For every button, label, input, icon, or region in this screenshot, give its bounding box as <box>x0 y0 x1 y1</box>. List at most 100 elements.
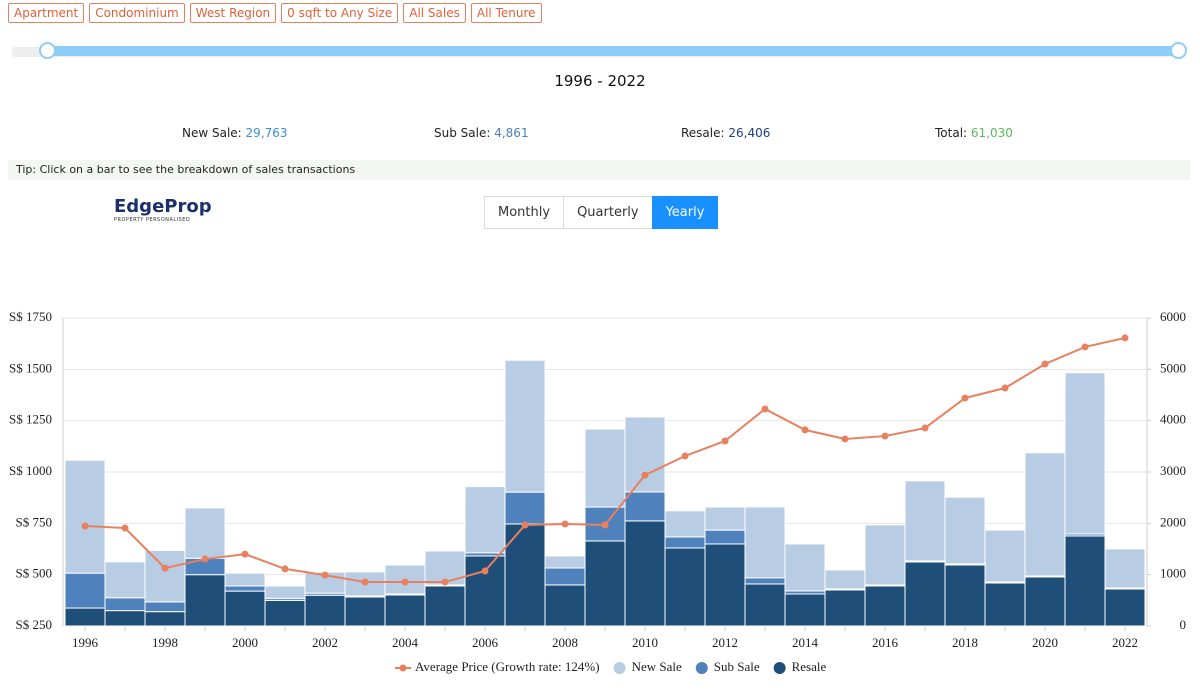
x-tick-label: 2002 <box>312 635 338 650</box>
bar <box>64 572 106 609</box>
bar <box>664 510 706 538</box>
bar <box>744 577 786 585</box>
legend-label: New Sale <box>632 659 682 674</box>
filter-chip[interactable]: Apartment <box>8 3 85 23</box>
filter-chip[interactable]: Condominium <box>89 3 185 23</box>
tab[interactable]: Quarterly <box>563 196 653 229</box>
line-point <box>841 435 849 443</box>
bar <box>864 585 906 627</box>
stat: Total: 61,030 <box>935 126 1013 140</box>
line-point <box>121 524 129 532</box>
bar <box>144 611 186 627</box>
bar <box>624 520 666 627</box>
line-point <box>361 578 369 586</box>
line-point <box>761 405 769 413</box>
line-point <box>521 521 529 529</box>
bar <box>144 550 186 603</box>
line-point <box>601 521 609 529</box>
y-tick-label: S$ 1000 <box>9 463 52 478</box>
bar <box>464 555 506 627</box>
x-tick-label: 2008 <box>552 635 578 650</box>
stat-label: Resale: <box>681 126 725 140</box>
bar <box>384 594 426 627</box>
line-point <box>441 578 449 586</box>
line-point <box>961 394 969 402</box>
bar <box>504 523 546 627</box>
line-point <box>1121 334 1129 342</box>
bar <box>944 564 986 627</box>
filter-chip[interactable]: All Tenure <box>470 3 542 23</box>
filter-chip[interactable]: All Sales <box>403 3 466 23</box>
y-tick-label: S$ 750 <box>16 514 52 529</box>
line-point <box>921 424 929 432</box>
legend-label: Sub Sale <box>714 659 760 674</box>
legend-label: Average Price (Growth rate: 124%) <box>415 659 600 674</box>
bar <box>224 590 266 627</box>
legend-swatch <box>773 662 786 674</box>
x-tick-label: 2004 <box>392 635 419 650</box>
y-tick-label: S$ 250 <box>16 617 52 632</box>
tab[interactable]: Monthly <box>484 196 565 229</box>
line-point <box>281 565 289 573</box>
y-tick-label: S$ 1500 <box>9 360 52 375</box>
y-tick-label: S$ 1250 <box>9 412 52 427</box>
stat: Sub Sale: 4,861 <box>434 126 529 140</box>
slider-handle[interactable] <box>39 42 56 59</box>
y2-tick-label: 2000 <box>1160 514 1186 529</box>
x-tick-label: 2022 <box>1112 635 1138 650</box>
y2-tick-label: 1000 <box>1160 566 1186 581</box>
bar <box>264 599 306 627</box>
filter-chip[interactable]: West Region <box>189 3 277 23</box>
line-point <box>81 522 89 530</box>
bar <box>744 506 786 579</box>
bar <box>704 506 746 531</box>
bar <box>904 480 946 562</box>
bar <box>464 486 506 554</box>
bar <box>184 574 226 627</box>
bar <box>104 561 146 599</box>
bar <box>664 547 706 627</box>
bar <box>624 416 666 493</box>
line-point <box>721 437 729 445</box>
x-tick-label: 1998 <box>152 635 178 650</box>
bar <box>264 585 306 599</box>
line-point <box>1081 343 1089 351</box>
bar <box>344 596 386 627</box>
x-tick-label: 2010 <box>632 635 658 650</box>
y2-tick-label: 0 <box>1180 617 1187 632</box>
slider-handle[interactable] <box>1170 42 1187 59</box>
filters: Apartment Condominium West Region 0 sqft to… <box>8 3 542 23</box>
chart: S$ 250 S$ 500 S$ 750 S$ 1000 S$ 1250 S$ 1500 S… <box>9 309 1187 674</box>
y2-tick-label: 4000 <box>1160 412 1186 427</box>
legend-swatch <box>613 662 626 674</box>
bar <box>64 607 106 627</box>
y-tick-label: S$ 1750 <box>9 309 52 324</box>
logo: EdgeProp PROPERTY PERSONALISED <box>114 196 212 223</box>
bar <box>704 529 746 545</box>
bar <box>824 589 866 627</box>
x-tick-label: 2018 <box>952 635 978 650</box>
tab[interactable]: Yearly <box>651 196 719 229</box>
stat-value: 4,861 <box>494 126 529 140</box>
stat-label: Sub Sale: <box>434 126 491 140</box>
tabs: Monthly Quarterly Yearly <box>484 196 719 229</box>
bar <box>144 601 186 613</box>
x-tick-label: 2014 <box>792 635 819 650</box>
bar <box>504 359 546 493</box>
stat-value: 26,406 <box>728 126 771 140</box>
bar <box>1104 548 1146 589</box>
bar <box>504 491 546 525</box>
line-point <box>161 564 169 572</box>
bar <box>624 491 666 522</box>
bar <box>744 583 786 627</box>
tip: Tip: Click on a bar to see the breakdown… <box>8 160 1190 180</box>
filter-chip[interactable]: 0 sqft to Any Size <box>281 3 399 23</box>
x-tick-label: 2000 <box>232 635 258 650</box>
bar <box>224 572 266 587</box>
slider-range <box>47 46 1178 56</box>
logo-tagline: PROPERTY PERSONALISED <box>114 217 191 223</box>
stat-value: 61,030 <box>970 126 1013 140</box>
range-label: 1996 - 2022 <box>554 72 646 90</box>
bar <box>184 507 226 559</box>
